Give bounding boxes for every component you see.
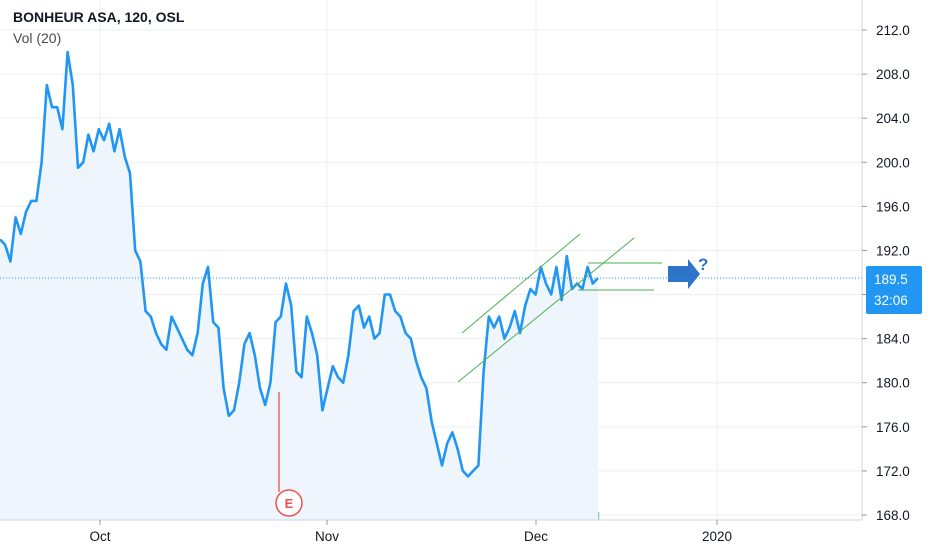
question-mark-label: ?	[698, 255, 708, 274]
x-tick-label: Dec	[524, 529, 548, 544]
right-arrow-icon	[668, 259, 700, 289]
y-tick-label: 184.0	[876, 332, 910, 347]
price-line-layer	[0, 50, 599, 478]
last-price-badge-bg	[866, 266, 922, 314]
volume-indicator-label: Vol (20)	[13, 30, 62, 46]
price-line	[0, 50, 599, 478]
y-tick-label: 204.0	[876, 111, 910, 126]
y-tick-label: 168.0	[876, 508, 910, 523]
y-tick-label: 176.0	[876, 420, 910, 435]
price-area-fill	[0, 52, 598, 520]
chart-title: BONHEUR ASA, 120, OSL	[13, 9, 185, 25]
channel-upper-line	[461, 233, 581, 334]
x-tick-label: Nov	[315, 529, 339, 544]
y-tick-label: 212.0	[876, 23, 910, 38]
volume-bar	[597, 512, 600, 520]
y-tick-label: 172.0	[876, 464, 910, 479]
x-tick-label: 2020	[702, 529, 732, 544]
last-price-value: 189.5	[874, 272, 908, 287]
bar-countdown: 32:06	[874, 293, 908, 308]
y-tick-label: 192.0	[876, 243, 910, 258]
channel-lower-line	[457, 237, 635, 383]
earnings-badge-label: E	[285, 496, 294, 511]
y-tick-label: 200.0	[876, 155, 910, 170]
earnings-badge[interactable]	[275, 489, 303, 517]
x-tick-label: Oct	[89, 529, 110, 544]
pattern-layer	[457, 233, 662, 383]
last-price-badge: 189.5 32:06	[866, 266, 922, 314]
forecast-arrow-annotation: ?	[668, 255, 708, 289]
earnings-marker[interactable]: E	[275, 392, 303, 517]
y-tick-label: 196.0	[876, 199, 910, 214]
time-axis[interactable]: Oct Nov Dec 2020	[89, 520, 732, 544]
y-tick-label: 180.0	[876, 376, 910, 391]
y-tick-label: 208.0	[876, 67, 910, 82]
